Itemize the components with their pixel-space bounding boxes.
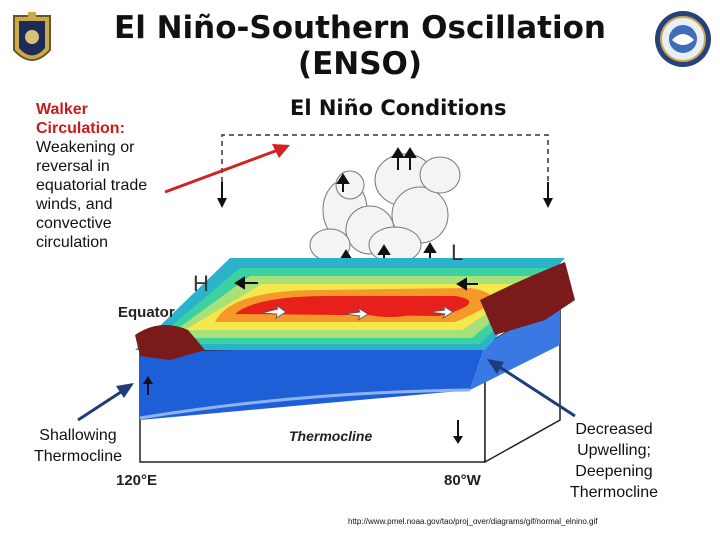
convective-clouds: [309, 153, 461, 264]
circulation-dashed-loop: [221, 134, 549, 200]
source-url: http://www.pmel.noaa.gov/tao/proj_over/d…: [348, 517, 598, 526]
thermocline-line: [139, 388, 471, 420]
walker-callout-arrow: [164, 148, 279, 194]
shallowing-thermocline-note: Shallowing Thermocline: [33, 427, 123, 465]
page-title: El Niño-Southern Oscillation: [114, 10, 606, 46]
diagram-heading: El Niño Conditions: [290, 96, 507, 120]
descending-arrow-east: [543, 198, 553, 208]
walker-heading: Walker Circulation:: [36, 101, 125, 137]
shallowing-callout-arrow: [77, 388, 125, 422]
thermocline-label: Thermocline: [289, 428, 373, 444]
page-subtitle: (ENSO): [297, 46, 423, 82]
surface-current-arrows: [261, 304, 454, 322]
high-pressure-label: H: [193, 271, 209, 296]
south-america-landmass: [480, 262, 575, 335]
decreased-upwelling-note: Decreased Upwelling; Deepening Thermocli…: [569, 421, 659, 501]
longitude-east-label: 80°W: [444, 472, 481, 489]
asia-landmass: [135, 325, 205, 360]
walker-circulation-note: Walker Circulation: Weakening or reversa…: [36, 100, 176, 252]
decreased-upwelling-callout-arrow: [497, 364, 576, 418]
right-seal-logo: [655, 11, 711, 67]
downwelling-arrow-east: [453, 436, 463, 444]
walker-body: Weakening or reversal in equatorial trad…: [36, 139, 148, 251]
low-pressure-label: L: [451, 240, 464, 265]
descending-arrow-west: [217, 198, 227, 208]
longitude-west-label: 120°E: [116, 472, 158, 489]
left-crest-logo: [13, 12, 51, 61]
equator-label: Equator: [118, 304, 175, 321]
surface-wind-arrows: [234, 276, 478, 291]
upper-ocean-layer: [140, 345, 485, 420]
upwelling-arrow-west: [143, 376, 153, 384]
